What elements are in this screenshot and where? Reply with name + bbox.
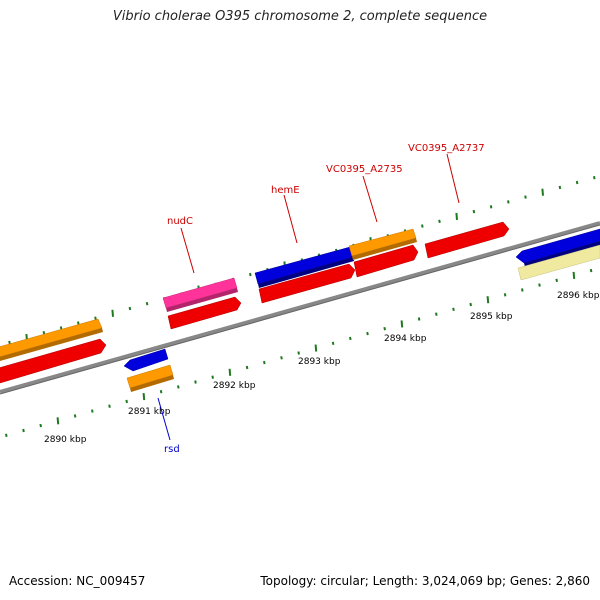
lower-ruler-tick	[142, 393, 146, 401]
feature-red-A2737[interactable]	[424, 221, 510, 259]
map-title: Vibrio cholerae O395 chromosome 2, compl…	[112, 9, 488, 24]
scale-label-2895: 2895 kbp	[470, 312, 513, 322]
feature-red-hemE[interactable]	[258, 263, 356, 304]
lower-ruler-tick	[263, 360, 266, 365]
upper-ruler-tick	[421, 224, 424, 228]
lower-ruler-tick	[589, 268, 593, 273]
lower-ruler-tick	[159, 390, 163, 394]
gene-label-hemE[interactable]: hemE	[271, 185, 300, 196]
upper-ruler-tick	[455, 212, 458, 220]
scale-label-2893: 2893 kbp	[298, 357, 341, 367]
upper-ruler-tick	[558, 185, 562, 190]
feature-blue-hemE-shade	[258, 257, 354, 288]
lower-ruler-tick	[452, 307, 455, 311]
feature-red-A2735[interactable]	[353, 244, 419, 278]
lower-ruler-tick	[211, 375, 214, 379]
lower-ruler-tick	[228, 368, 232, 376]
lower-ruler-tick	[177, 385, 180, 389]
leader-nudC	[180, 227, 195, 274]
chromosome-backbone	[0, 221, 600, 394]
leader-A2735	[362, 175, 378, 223]
scale-label-2890: 2890 kbp	[44, 435, 87, 445]
upper-ruler-tick	[575, 180, 579, 185]
lower-ruler-tick	[108, 404, 111, 408]
lower-ruler-tick	[280, 356, 283, 360]
upper-ruler-tick	[438, 219, 441, 223]
leader-hemE	[283, 194, 298, 244]
lower-ruler-tick	[383, 327, 386, 331]
upper-ruler-tick	[593, 176, 596, 180]
lower-ruler-tick	[469, 302, 472, 307]
lower-ruler-tick	[435, 312, 438, 316]
lower-ruler-tick	[486, 296, 490, 304]
lower-ruler-tick	[555, 278, 558, 282]
lower-ruler-tick	[366, 331, 369, 336]
upper-ruler-tick	[524, 195, 527, 199]
scale-label-2896: 2896 kbp	[557, 291, 600, 301]
gene-label-nudC[interactable]: nudC	[167, 216, 193, 227]
upper-ruler-tick	[77, 321, 80, 325]
lower-ruler-tick	[331, 341, 335, 345]
feature-orange-left-shade	[0, 328, 103, 361]
upper-ruler-tick	[507, 200, 510, 204]
feature-orange-rsd-shade	[130, 375, 174, 392]
upper-ruler-tick	[8, 340, 11, 345]
feature-red-under-nudC[interactable]	[167, 296, 242, 330]
upper-ruler-tick	[111, 309, 114, 317]
feature-pink-nudC-shade	[166, 288, 238, 312]
leader-A2737	[446, 153, 460, 204]
lower-ruler-tick	[56, 417, 60, 425]
gene-label-VC0395_A2735[interactable]: VC0395_A2735	[326, 164, 403, 175]
upper-ruler-tick	[128, 306, 132, 311]
lower-ruler-tick	[400, 320, 404, 328]
lower-ruler-tick	[91, 409, 94, 413]
genome-summary-text: Topology: circular; Length: 3,024,069 bp…	[260, 574, 590, 588]
lower-ruler-tick	[572, 271, 576, 279]
lower-tick-ruler	[5, 268, 593, 437]
lower-ruler-tick	[125, 399, 128, 404]
accession-text: Accession: NC_009457	[9, 574, 146, 588]
chromosome-backbone-shadow	[0, 224, 600, 395]
feature-yellow-right[interactable]	[517, 244, 600, 281]
lower-ruler-tick	[245, 365, 249, 370]
gene-label-VC0395_A2737[interactable]: VC0395_A2737	[408, 143, 485, 154]
lower-ruler-tick	[194, 380, 197, 384]
upper-ruler-tick	[249, 272, 252, 277]
lower-ruler-tick	[22, 428, 25, 433]
lower-ruler-tick	[349, 336, 352, 341]
upper-ruler-tick	[94, 316, 97, 320]
feature-red-left[interactable]	[0, 338, 107, 384]
scale-label-2891: 2891 kbp	[128, 407, 171, 417]
lower-ruler-tick	[39, 423, 42, 428]
lower-ruler-tick	[521, 288, 524, 292]
upper-ruler-tick	[145, 302, 149, 306]
upper-ruler-tick	[489, 205, 493, 209]
lower-ruler-tick	[417, 317, 421, 321]
upper-ruler-tick	[541, 188, 544, 196]
lower-ruler-tick	[503, 293, 507, 297]
leader-rsd	[157, 397, 171, 441]
lower-ruler-tick	[73, 414, 77, 418]
feature-blue-rsd[interactable]	[123, 348, 169, 372]
scale-label-2894: 2894 kbp	[384, 334, 427, 344]
upper-ruler-tick	[42, 331, 46, 335]
lower-ruler-tick	[297, 351, 300, 355]
gene-label-rsd[interactable]: rsd	[164, 444, 180, 455]
feature-orange-A2735-shade	[352, 238, 417, 260]
lower-ruler-tick	[538, 283, 541, 287]
scale-label-2892: 2892 kbp	[213, 381, 256, 391]
lower-ruler-tick	[314, 344, 318, 352]
upper-ruler-tick	[472, 209, 476, 214]
feature-blue-right-shade	[524, 241, 600, 267]
upper-ruler-tick	[59, 326, 63, 330]
lower-ruler-tick	[5, 433, 8, 437]
